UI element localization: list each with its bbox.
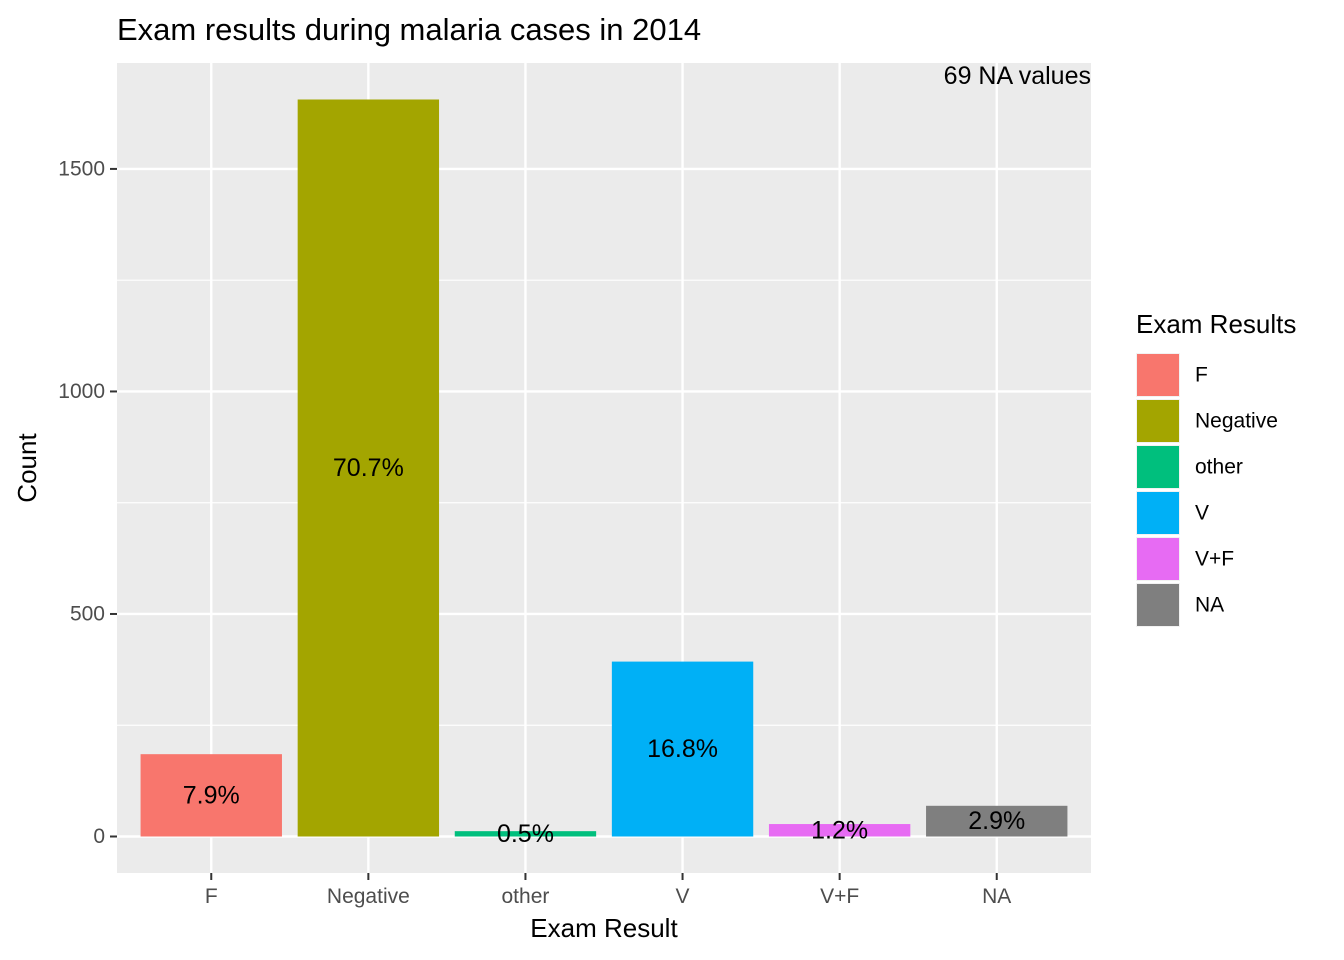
y-tick-label: 1500 bbox=[58, 157, 105, 180]
legend-swatch bbox=[1137, 446, 1179, 488]
legend-entry-label: Negative bbox=[1195, 410, 1278, 433]
legend-swatch bbox=[1137, 584, 1179, 626]
bar-data-label: 7.9% bbox=[183, 781, 240, 809]
legend-entry-label: other bbox=[1195, 456, 1243, 479]
legend-title: Exam Results bbox=[1136, 309, 1296, 339]
na-annotation: 69 NA values bbox=[944, 62, 1091, 90]
legend-entry-label: NA bbox=[1195, 594, 1224, 617]
y-axis: 0 500 1000 1500 bbox=[58, 157, 117, 848]
bar-data-label: 1.2% bbox=[811, 816, 868, 844]
chart-title: Exam results during malaria cases in 201… bbox=[117, 12, 701, 47]
bars bbox=[140, 99, 1068, 837]
x-tick-label: V bbox=[676, 885, 690, 908]
bar-data-label: 2.9% bbox=[968, 807, 1025, 835]
x-tick-label: NA bbox=[982, 885, 1011, 908]
legend-swatch bbox=[1137, 400, 1179, 442]
bar-labels: 7.9% 70.7% 0.5% 16.8% 1.2% 2.9% bbox=[183, 454, 1025, 848]
legend-entry-label: V+F bbox=[1195, 548, 1234, 571]
grid-lines bbox=[117, 63, 1091, 873]
legend-swatch bbox=[1137, 354, 1179, 396]
y-tick-label: 1000 bbox=[58, 380, 105, 403]
x-tick-label: Negative bbox=[327, 885, 410, 908]
x-tick-label: other bbox=[502, 885, 550, 908]
y-axis-title: Count bbox=[12, 433, 42, 503]
bar-v-f bbox=[768, 824, 911, 837]
bar-na bbox=[926, 805, 1068, 837]
bar-negative bbox=[297, 99, 440, 837]
bar-v bbox=[611, 661, 754, 837]
legend-swatch bbox=[1137, 538, 1179, 580]
legend-swatch bbox=[1137, 492, 1179, 534]
y-tick-label: 0 bbox=[93, 825, 105, 848]
plot-panel bbox=[117, 63, 1091, 873]
legend: Exam Results F Negative other V V+F NA bbox=[1136, 309, 1296, 627]
x-tick-label: V+F bbox=[820, 885, 859, 908]
y-tick-label: 500 bbox=[70, 602, 105, 625]
bar-data-label: 0.5% bbox=[497, 820, 554, 848]
legend-entry-label: V bbox=[1195, 502, 1209, 525]
bar-data-label: 70.7% bbox=[333, 454, 404, 482]
bar-data-label: 16.8% bbox=[647, 735, 718, 763]
x-axis-title: Exam Result bbox=[530, 913, 678, 943]
legend-entry-label: F bbox=[1195, 364, 1208, 387]
bar-f bbox=[140, 754, 282, 837]
x-axis: F Negative other V V+F NA bbox=[205, 873, 1011, 908]
bar-other bbox=[454, 831, 597, 837]
x-tick-label: F bbox=[205, 885, 218, 908]
